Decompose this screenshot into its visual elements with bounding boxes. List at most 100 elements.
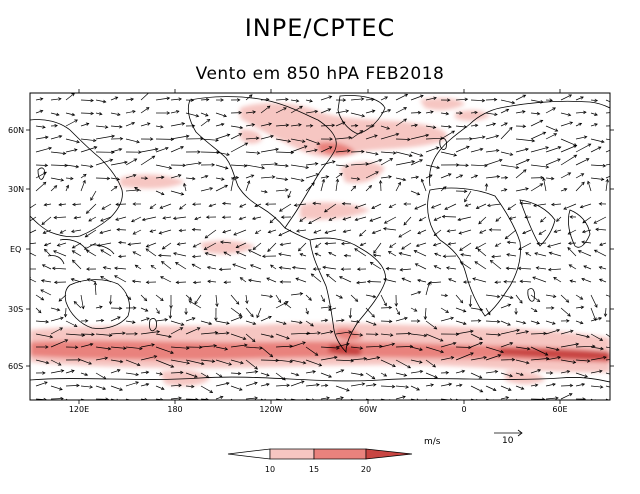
wind-vector-head: [570, 329, 574, 334]
wind-vector: [215, 294, 218, 307]
wind-vector-head: [336, 346, 340, 350]
wind-vector-head: [479, 389, 484, 393]
wind-vector: [455, 352, 474, 361]
wind-vector: [350, 320, 360, 323]
wind-vector-head: [327, 108, 332, 112]
wind-vector: [359, 229, 367, 237]
wind-vector: [395, 307, 400, 315]
wind-vector: [290, 398, 299, 400]
wind-vector: [575, 345, 595, 348]
wind-vector: [133, 229, 142, 235]
wind-vector-head: [407, 331, 412, 336]
wind-vector-head: [42, 181, 47, 186]
wind-vector-head: [102, 376, 107, 380]
wind-vector-head: [474, 110, 478, 115]
wind-vectors: [30, 93, 610, 400]
wind-vector: [275, 189, 289, 192]
wind-vector-head: [298, 247, 302, 252]
wind-vector-head: [44, 163, 49, 168]
wind-vector-head: [278, 208, 283, 212]
wind-vector: [125, 174, 137, 179]
wind-vector-head: [460, 253, 464, 257]
wind-vector: [194, 294, 202, 305]
wind-vector-head: [416, 398, 420, 400]
wind-vector-head: [598, 369, 603, 373]
wind-vector: [399, 252, 412, 257]
wind-vector: [415, 263, 427, 270]
wind-vector: [395, 138, 411, 140]
wind-vector: [40, 289, 52, 296]
wind-vector: [590, 398, 594, 400]
wind-vector: [44, 249, 52, 257]
wind-vector: [476, 203, 487, 209]
wind-vector-head: [244, 142, 249, 146]
wind-vector: [239, 216, 247, 220]
wind-vector: [290, 124, 302, 127]
wind-vector: [515, 320, 526, 324]
wind-vector: [434, 265, 442, 270]
wind-vector: [275, 98, 289, 101]
wind-vector-head: [536, 298, 541, 303]
wind-vector: [560, 307, 571, 317]
wind-vector-head: [236, 98, 241, 102]
wind-vector-head: [226, 321, 230, 325]
wind-vector-head: [486, 203, 491, 208]
wind-vector: [80, 180, 86, 192]
wind-vector-head: [190, 98, 195, 102]
wind-vector: [440, 307, 449, 313]
wind-vector: [215, 346, 228, 350]
wind-vector-head: [85, 319, 89, 323]
wind-vector-head: [448, 382, 453, 387]
wind-vector: [343, 229, 352, 233]
wind-vector-head: [224, 347, 229, 351]
wind-vector-head: [402, 177, 407, 182]
wind-vector-head: [553, 229, 558, 233]
wind-vector-head: [73, 216, 78, 220]
wind-vector-head: [347, 149, 351, 153]
wind-vector: [395, 161, 415, 166]
wind-vector-head: [386, 126, 391, 130]
wind-vector: [568, 229, 577, 235]
wind-vector-head: [329, 137, 333, 141]
wind-vector-head: [286, 336, 290, 340]
wind-vector-head: [550, 202, 555, 207]
wind-vector-head: [342, 98, 347, 102]
wind-vector-head: [433, 232, 438, 236]
wind-vector-head: [556, 218, 560, 222]
wind-vector-head: [332, 160, 336, 164]
wind-vector: [371, 203, 382, 209]
wind-vector: [134, 187, 142, 192]
wind-vector-head: [514, 311, 518, 315]
wind-vector: [230, 307, 242, 317]
wind-vector-head: [107, 346, 112, 351]
wind-vector: [425, 174, 433, 179]
wind-vector: [295, 278, 307, 283]
wind-vector-head: [314, 252, 319, 256]
wind-vector: [470, 372, 482, 379]
wind-vector-head: [53, 280, 58, 285]
wind-vector: [140, 93, 150, 101]
wind-vector: [560, 385, 573, 387]
wind-vector-head: [219, 395, 224, 400]
wind-vector: [455, 146, 470, 153]
wind-vector-head: [224, 166, 229, 170]
wind-vector-head: [181, 122, 186, 126]
wind-vector: [515, 188, 529, 192]
wind-vector-head: [434, 252, 438, 256]
wind-vector-head: [374, 152, 379, 156]
wind-vector: [322, 266, 337, 270]
wind-vector-head: [575, 342, 580, 347]
wind-vector-head: [436, 165, 441, 170]
wind-vector: [410, 359, 423, 363]
wind-vector-head: [382, 227, 387, 231]
wind-vector-head: [383, 373, 388, 377]
wind-vector: [50, 370, 64, 374]
wind-vector: [194, 216, 202, 220]
wind-vector: [365, 294, 376, 298]
wind-vector-head: [411, 160, 416, 164]
wind-vector-head: [54, 123, 58, 128]
wind-vector-head: [159, 372, 163, 376]
wind-vector-head: [417, 278, 421, 283]
wind-vector-head: [587, 180, 591, 185]
wind-vector-head: [108, 333, 113, 338]
